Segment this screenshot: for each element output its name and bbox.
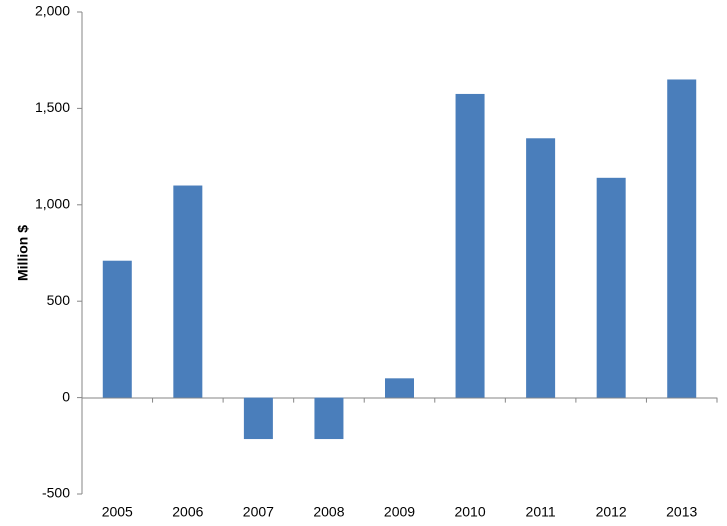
bar-2005 — [102, 260, 132, 398]
x-tick-label: 2013 — [666, 504, 697, 520]
x-tick-label: 2006 — [172, 504, 203, 520]
y-tick-label: 0 — [62, 388, 70, 404]
bar-2010 — [455, 93, 485, 398]
x-tick-label: 2012 — [596, 504, 627, 520]
y-tick-label: 500 — [47, 292, 71, 308]
y-axis-title: Million $ — [15, 225, 31, 281]
y-axis-tick-labels: -500 0 500 1,000 1,500 2,000 — [35, 3, 70, 501]
x-tick-label: 2010 — [454, 504, 485, 520]
bar-2009 — [385, 378, 414, 398]
x-tick-label: 2008 — [313, 504, 344, 520]
bar-2011 — [526, 138, 556, 398]
bar-2013 — [667, 79, 697, 398]
x-tick-label: 2009 — [384, 504, 415, 520]
x-tick-label: 2011 — [526, 504, 556, 520]
bar-2012 — [596, 177, 626, 398]
x-axis-ticks — [81, 397, 718, 403]
bar-series — [102, 79, 697, 440]
x-tick-label: 2005 — [102, 504, 133, 520]
y-axis-ticks — [77, 11, 82, 495]
x-tick-label: 2007 — [243, 504, 274, 520]
bar-2008 — [314, 397, 344, 440]
bar-2007 — [243, 397, 273, 440]
y-tick-label: -500 — [42, 485, 70, 501]
x-axis-tick-labels: 2005 2006 2007 2008 2009 2010 2011 2012 2013 — [102, 504, 698, 520]
y-tick-label: 1,500 — [35, 99, 70, 115]
bar-2006 — [173, 185, 203, 398]
y-tick-label: 2,000 — [35, 3, 70, 19]
y-tick-label: 1,000 — [35, 196, 70, 212]
